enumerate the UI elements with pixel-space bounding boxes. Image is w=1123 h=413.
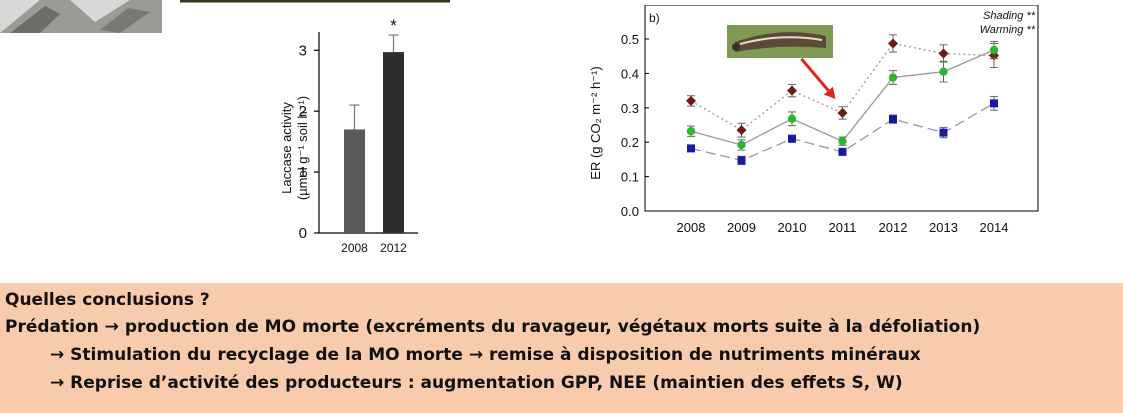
shading-annotation: Shading ** (983, 10, 1036, 22)
er-point (787, 114, 797, 124)
laccase-bar-2008 (344, 129, 365, 233)
er-ytick-label: 0.0 (621, 204, 639, 219)
er-ytick-label: 0.5 (621, 32, 639, 47)
er-plot-top-cover (580, 0, 1070, 5)
laccase-ylabel-line1: Laccase activity (279, 102, 294, 194)
conclusion-line-2: → Stimulation du recyclage de la MO mort… (50, 345, 921, 365)
er-ytick-label: 0.2 (621, 135, 639, 150)
er-series-square (687, 95, 998, 166)
er-ytick-label: 0.3 (621, 101, 639, 116)
er-point (989, 45, 999, 55)
conclusions-heading: Quelles conclusions ? (5, 290, 210, 310)
laccase-ytick-label: 3 (299, 42, 307, 59)
conclusion-line-1: Prédation → production de MO morte (excr… (5, 317, 981, 337)
laccase-category-label: 2008 (341, 241, 368, 255)
er-point (737, 140, 746, 150)
er-point (888, 73, 898, 82)
er-series-line (690, 49, 995, 146)
warming-annotation: Warming ** (980, 24, 1036, 36)
er-point (939, 67, 948, 76)
er-series-diamond (686, 34, 999, 138)
laccase-ytick-label: 1 (299, 164, 307, 181)
er-xtick-label: 2012 (879, 220, 908, 235)
er-point (736, 125, 747, 136)
laccase-ytick-label: 2 (299, 103, 307, 120)
er-xtick-label: 2011 (829, 220, 857, 235)
moth-photo (0, 0, 162, 33)
er-xtick-label: 2010 (778, 220, 807, 235)
significance-star: * (390, 16, 397, 35)
er-series-circle (686, 40, 999, 151)
conclusion-line-3: → Reprise d’activité des producteurs : a… (50, 373, 903, 393)
conclusions-box: Quelles conclusions ? Prédation → produc… (0, 283, 1123, 413)
er-point (938, 48, 949, 59)
laccase-bar-2012 (383, 52, 404, 233)
er-xtick-label: 2009 (727, 220, 756, 235)
caterpillar-photo (727, 25, 833, 58)
er-panel-label: b) (649, 11, 660, 25)
er-point (939, 128, 948, 137)
laccase-category-label: 2012 (380, 241, 407, 255)
er-point (838, 136, 847, 146)
er-point (889, 115, 897, 124)
er-ytick-label: 0.1 (621, 170, 639, 185)
er-point (787, 85, 797, 96)
er-point (838, 147, 847, 156)
er-point (686, 95, 696, 106)
er-xtick-label: 2008 (677, 220, 706, 235)
figure-edge (180, 0, 450, 3)
er-ytick-label: 0.4 (621, 66, 639, 81)
er-xtick-label: 2013 (929, 220, 958, 235)
er-point (788, 134, 796, 143)
laccase-ylabel-line2: (µmol g⁻¹ soil h⁻¹) (295, 96, 310, 200)
er-point (687, 144, 695, 153)
er-point (888, 38, 898, 49)
er-point (737, 156, 746, 165)
er-point (686, 126, 696, 136)
er-point (990, 99, 998, 108)
red-arrow (800, 57, 836, 99)
er-line-chart: ER (g CO₂ m⁻² h⁻¹) b) Shading ** Warming… (580, 0, 1070, 235)
laccase-bar-chart: Laccase activity (µmol g⁻¹ soil h⁻¹) 0 1 2… (279, 16, 418, 255)
er-xtick-label: 2014 (980, 220, 1009, 235)
laccase-ytick-label: 0 (299, 225, 307, 242)
er-point (837, 107, 848, 118)
er-ylabel: ER (g CO₂ m⁻² h⁻¹) (588, 66, 603, 179)
